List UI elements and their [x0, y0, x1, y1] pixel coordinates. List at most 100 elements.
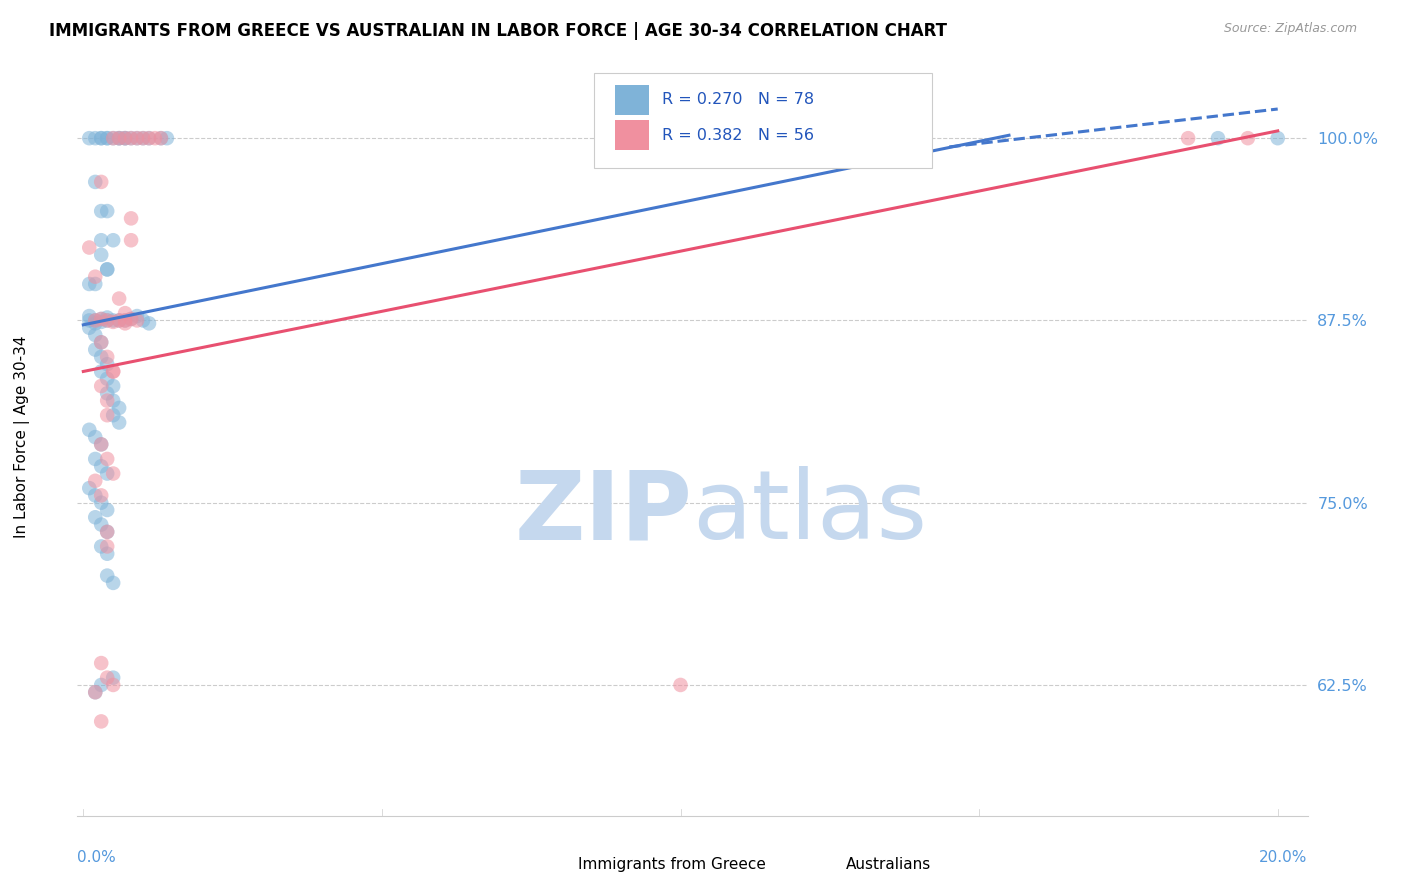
Point	[101, 678, 124, 692]
Point	[1267, 131, 1289, 145]
Point	[84, 313, 107, 327]
Point	[84, 488, 107, 502]
Point	[1237, 131, 1260, 145]
Text: 20.0%: 20.0%	[1260, 850, 1308, 865]
Point	[96, 408, 118, 422]
Point	[90, 175, 112, 189]
Point	[90, 540, 112, 554]
Point	[125, 313, 148, 327]
Text: Source: ZipAtlas.com: Source: ZipAtlas.com	[1223, 22, 1357, 36]
FancyBboxPatch shape	[595, 73, 932, 168]
Point	[96, 524, 118, 539]
Point	[114, 316, 136, 330]
Point	[90, 379, 112, 393]
Point	[108, 131, 131, 145]
Point	[120, 312, 142, 326]
Point	[90, 459, 112, 474]
Point	[77, 320, 100, 334]
Point	[120, 312, 142, 326]
Point	[84, 269, 107, 284]
Point	[96, 386, 118, 401]
Point	[114, 306, 136, 320]
Text: Australians: Australians	[846, 857, 932, 872]
Bar	[546, 855, 572, 875]
Point	[96, 262, 118, 277]
Point	[77, 240, 100, 254]
Point	[90, 131, 112, 145]
Point	[101, 575, 124, 590]
Point	[114, 131, 136, 145]
Point	[90, 131, 112, 145]
Point	[143, 131, 166, 145]
Point	[149, 131, 172, 145]
Point	[96, 350, 118, 364]
Point	[84, 474, 107, 488]
Point	[84, 316, 107, 330]
Point	[120, 131, 142, 145]
Point	[1206, 131, 1229, 145]
Point	[96, 467, 118, 481]
Point	[101, 379, 124, 393]
Point	[96, 262, 118, 277]
Bar	[614, 120, 650, 151]
Point	[96, 313, 118, 327]
Point	[101, 364, 124, 378]
Point	[101, 131, 124, 145]
Point	[108, 131, 131, 145]
Point	[90, 204, 112, 219]
Point	[132, 131, 155, 145]
Point	[125, 309, 148, 323]
Point	[90, 335, 112, 350]
Point	[84, 685, 107, 699]
Point	[96, 313, 118, 327]
Point	[101, 467, 124, 481]
Point	[108, 416, 131, 430]
Point	[90, 248, 112, 262]
Bar	[614, 85, 650, 115]
Point	[90, 233, 112, 247]
Point	[101, 315, 124, 329]
Text: R = 0.382   N = 56: R = 0.382 N = 56	[662, 128, 814, 143]
Point	[114, 131, 136, 145]
Text: IMMIGRANTS FROM GREECE VS AUSTRALIAN IN LABOR FORCE | AGE 30-34 CORRELATION CHAR: IMMIGRANTS FROM GREECE VS AUSTRALIAN IN …	[49, 22, 948, 40]
Point	[114, 313, 136, 327]
Point	[96, 372, 118, 386]
Point	[96, 671, 118, 685]
Point	[84, 343, 107, 357]
Point	[101, 131, 124, 145]
Point	[90, 678, 112, 692]
Bar	[813, 855, 841, 875]
Point	[90, 496, 112, 510]
Point	[96, 547, 118, 561]
Point	[96, 131, 118, 145]
Point	[77, 309, 100, 323]
Point	[96, 452, 118, 467]
Point	[96, 540, 118, 554]
Text: 0.0%: 0.0%	[77, 850, 117, 865]
Point	[90, 335, 112, 350]
Point	[96, 204, 118, 219]
Point	[96, 503, 118, 517]
Point	[84, 685, 107, 699]
Point	[96, 357, 118, 371]
Point	[84, 452, 107, 467]
Point	[90, 350, 112, 364]
Point	[114, 131, 136, 145]
Point	[120, 211, 142, 226]
Point	[84, 175, 107, 189]
Point	[669, 678, 692, 692]
Point	[84, 277, 107, 291]
Point	[90, 312, 112, 326]
Point	[101, 364, 124, 378]
Point	[84, 131, 107, 145]
Point	[90, 437, 112, 451]
Text: Immigrants from Greece: Immigrants from Greece	[578, 857, 766, 872]
Point	[138, 131, 160, 145]
Point	[120, 131, 142, 145]
Point	[101, 408, 124, 422]
Point	[77, 313, 100, 327]
Point	[90, 656, 112, 670]
Point	[114, 313, 136, 327]
Point	[108, 131, 131, 145]
Point	[90, 312, 112, 326]
